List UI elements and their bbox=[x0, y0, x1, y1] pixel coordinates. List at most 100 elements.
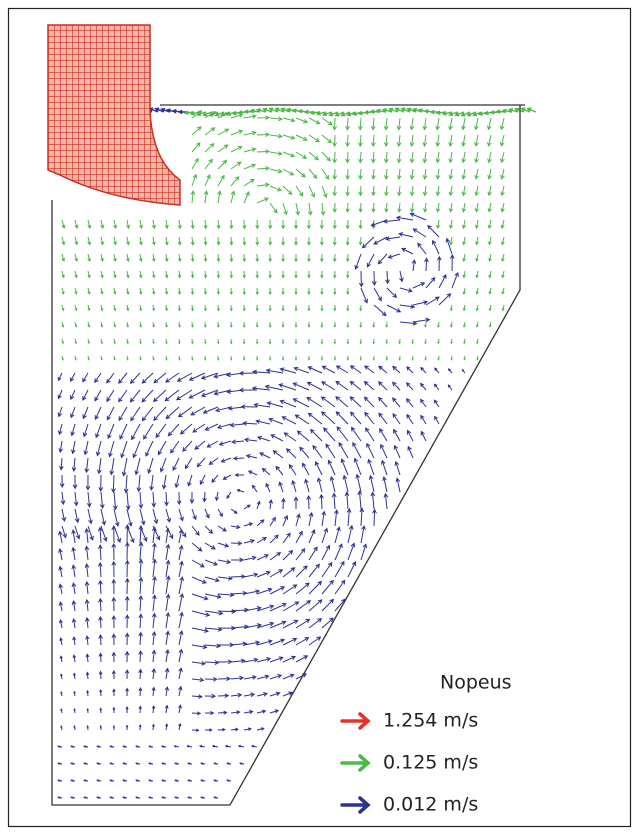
velocity-vector bbox=[111, 669, 116, 680]
velocity-vector bbox=[74, 321, 78, 328]
velocity-vector bbox=[96, 796, 102, 799]
velocity-vector bbox=[450, 355, 453, 361]
velocity-vector bbox=[71, 564, 77, 578]
velocity-vector bbox=[191, 677, 205, 683]
velocity-vector bbox=[73, 724, 76, 731]
velocity-vector bbox=[461, 185, 467, 197]
velocity-vector bbox=[112, 724, 116, 731]
velocity-vector bbox=[113, 338, 116, 345]
velocity-vector bbox=[338, 441, 349, 459]
velocity-vector bbox=[333, 509, 339, 527]
velocity-vector bbox=[124, 541, 130, 561]
velocity-vector bbox=[352, 441, 362, 459]
velocity-vector bbox=[359, 321, 363, 328]
velocity-vector bbox=[474, 168, 479, 180]
velocity-vector bbox=[243, 692, 256, 698]
velocity-vector bbox=[98, 597, 103, 612]
velocity-vector bbox=[59, 655, 63, 663]
velocity-vector bbox=[445, 237, 453, 255]
velocity-vector bbox=[118, 372, 128, 384]
velocity-vector bbox=[243, 130, 257, 136]
velocity-vector bbox=[139, 253, 143, 263]
velocity-vector bbox=[230, 524, 241, 530]
velocity-vector bbox=[187, 474, 193, 487]
velocity-vector bbox=[230, 540, 243, 546]
velocity-vector bbox=[126, 338, 129, 345]
velocity-vector bbox=[434, 367, 440, 374]
velocity-vector bbox=[167, 423, 180, 437]
velocity-vector bbox=[448, 185, 454, 197]
velocity-vector bbox=[111, 614, 117, 629]
velocity-vector bbox=[308, 511, 314, 527]
velocity-vector bbox=[358, 134, 363, 148]
velocity-vector bbox=[124, 524, 130, 544]
velocity-vector bbox=[308, 563, 320, 578]
velocity-vector bbox=[186, 745, 193, 748]
velocity-vector bbox=[322, 111, 333, 117]
velocity-vector bbox=[256, 657, 272, 663]
velocity-vector bbox=[98, 579, 103, 595]
velocity-vector bbox=[213, 779, 219, 782]
velocity-vector bbox=[433, 399, 440, 408]
velocity-vector bbox=[371, 168, 376, 181]
velocity-vector bbox=[84, 457, 90, 474]
velocity-vector bbox=[125, 687, 129, 697]
velocity-vector bbox=[266, 401, 284, 408]
velocity-vector bbox=[319, 236, 324, 246]
velocity-vector bbox=[282, 532, 291, 544]
velocity-vector bbox=[282, 655, 297, 663]
velocity-vector bbox=[177, 287, 182, 296]
velocity-vector bbox=[178, 685, 183, 697]
velocity-vector bbox=[151, 723, 155, 731]
velocity-vector bbox=[240, 404, 258, 410]
velocity-vector bbox=[213, 796, 219, 799]
velocity-vector bbox=[178, 667, 183, 680]
velocity-vector bbox=[196, 111, 207, 117]
velocity-vector bbox=[280, 497, 286, 510]
velocity-vector bbox=[245, 454, 258, 459]
velocity-vector bbox=[295, 168, 306, 178]
velocity-vector bbox=[71, 582, 77, 595]
velocity-vector bbox=[165, 508, 172, 523]
velocity-vector bbox=[363, 380, 375, 391]
velocity-vector bbox=[126, 355, 129, 361]
velocity-vector bbox=[243, 675, 257, 680]
velocity-vector bbox=[230, 658, 246, 664]
velocity-vector bbox=[407, 429, 414, 442]
velocity-vector bbox=[370, 117, 376, 131]
velocity-vector bbox=[165, 630, 170, 646]
velocity-vector bbox=[222, 474, 232, 480]
velocity-vector bbox=[196, 457, 206, 468]
velocity-vector bbox=[165, 559, 171, 578]
velocity-vector bbox=[152, 236, 156, 246]
velocity-vector bbox=[191, 338, 194, 345]
velocity-vector bbox=[448, 202, 454, 213]
velocity-vector bbox=[87, 253, 91, 263]
velocity-vector bbox=[151, 491, 157, 508]
velocity-vector bbox=[123, 474, 129, 494]
velocity-vector bbox=[461, 168, 467, 180]
velocity-vector bbox=[126, 236, 130, 246]
velocity-vector bbox=[308, 599, 323, 612]
velocity-vector bbox=[262, 107, 273, 113]
velocity-vector bbox=[295, 655, 309, 663]
velocity-vector bbox=[164, 236, 169, 246]
velocity-vector bbox=[294, 339, 298, 345]
velocity-vector bbox=[334, 111, 345, 117]
velocity-vector bbox=[237, 744, 245, 748]
velocity-vector bbox=[488, 270, 492, 279]
velocity-vector bbox=[257, 435, 271, 442]
velocity-vector bbox=[191, 508, 197, 521]
velocity-vector bbox=[134, 457, 141, 476]
velocity-vector bbox=[74, 304, 78, 312]
velocity-vector bbox=[320, 338, 324, 345]
velocity-vector bbox=[474, 219, 479, 230]
velocity-vector bbox=[299, 446, 310, 459]
velocity-vector bbox=[420, 366, 427, 374]
velocity-vector bbox=[203, 287, 208, 296]
velocity-vector bbox=[268, 253, 272, 263]
velocity-vector bbox=[164, 219, 169, 230]
velocity-vector bbox=[139, 304, 143, 312]
velocity-vector bbox=[138, 650, 143, 663]
velocity-vector bbox=[135, 745, 141, 748]
